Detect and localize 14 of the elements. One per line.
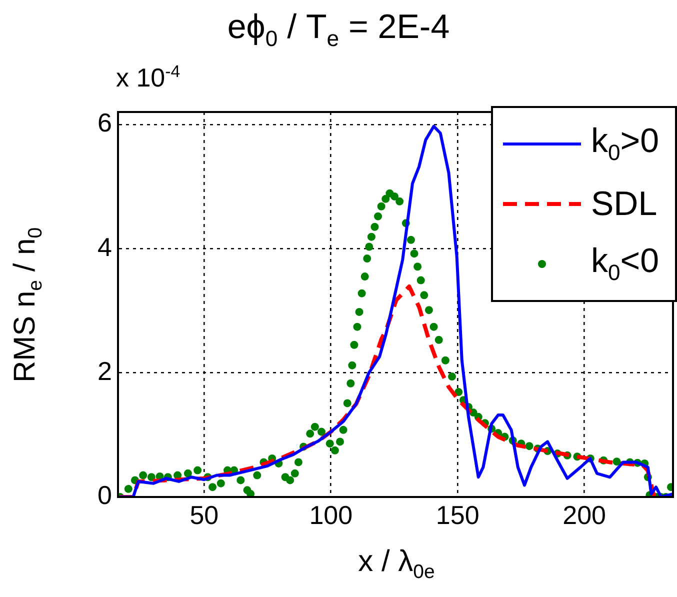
legend-label: SDL — [591, 184, 658, 224]
x-tick-label: 50 — [190, 500, 219, 530]
x-tick-label: 200 — [562, 500, 606, 530]
text: x 10$^{-4}$ — [116, 62, 180, 94]
y-tick-label: 4 — [98, 232, 112, 262]
y-tick-label: 2 — [98, 356, 112, 386]
legend-label: k$_{0}$>0 — [591, 122, 660, 166]
y-tick-label: 6 — [98, 108, 112, 138]
legend-label: k$_{0}$<0 — [591, 242, 660, 286]
chart-title: eϕ$_{0}$ / T$_{e}$ = 2E-4 — [226, 8, 451, 52]
y-tick-label: 0 — [98, 480, 112, 510]
x-axis-title: x / λ$_{0e}$ — [357, 545, 436, 584]
x-tick-label: 150 — [436, 500, 480, 530]
x-tick-label: 100 — [309, 500, 353, 530]
